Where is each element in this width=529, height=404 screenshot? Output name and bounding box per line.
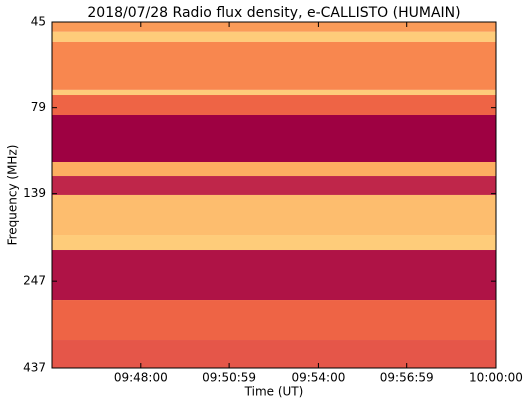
x-tick-label: 09:56:59 [380, 371, 434, 385]
plot-frame [51, 21, 497, 369]
heat-band [52, 95, 496, 115]
chart-title: 2018/07/28 Radio flux density, e-CALLIST… [87, 5, 460, 21]
heat-band [52, 250, 496, 301]
heat-band [52, 340, 496, 368]
y-tick-label: 45 [31, 15, 46, 29]
heat-band [52, 31, 496, 42]
heat-band [52, 41, 496, 90]
y-tick-label: 79 [31, 100, 46, 114]
x-tick-label: 09:48:00 [114, 371, 168, 385]
heat-band [52, 89, 496, 96]
y-tick-label: 139 [23, 186, 46, 200]
y-tick-label: 437 [23, 361, 46, 375]
x-tick-label: 10:00:00 [469, 371, 523, 385]
x-tick-label: 09:50:59 [202, 371, 256, 385]
y-axis-label: Frequency (MHz) [6, 145, 20, 246]
x-axis-label: Time (UT) [244, 385, 304, 399]
x-tick-label: 09:54:00 [291, 371, 345, 385]
heat-band [52, 114, 496, 163]
heat-band [52, 235, 496, 251]
heat-band [52, 194, 496, 236]
heat-band [52, 22, 496, 32]
heat-band [52, 300, 496, 341]
heat-band [52, 162, 496, 177]
y-tick-label: 247 [23, 274, 46, 288]
heat-band [52, 176, 496, 195]
